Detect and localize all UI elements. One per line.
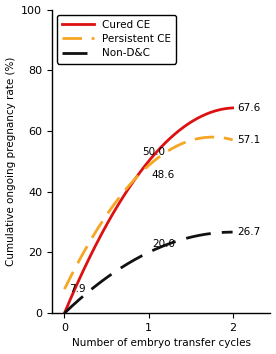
Persistent CE (63, 286, 67, 290)
Text: 57.1: 57.1 (237, 135, 260, 145)
Persistent CE (166, 149, 169, 153)
Non-D&C (231, 230, 234, 234)
Cured CE (215, 108, 219, 113)
Text: 7.9: 7.9 (69, 284, 85, 294)
Non-D&C (63, 310, 67, 315)
Non-D&C (205, 232, 208, 236)
Text: 26.7: 26.7 (237, 227, 260, 237)
Non-D&C (63, 311, 66, 315)
Persistent CE (216, 135, 219, 139)
Line: Cured CE: Cured CE (64, 108, 233, 313)
Legend: Cured CE, Persistent CE, Non-D&C: Cured CE, Persistent CE, Non-D&C (57, 15, 176, 63)
Cured CE (163, 142, 166, 146)
Text: 20.0: 20.0 (152, 239, 175, 250)
Non-D&C (163, 243, 166, 247)
Persistent CE (231, 138, 234, 142)
Cured CE (205, 112, 208, 116)
Line: Non-D&C: Non-D&C (64, 232, 233, 313)
Line: Persistent CE: Persistent CE (64, 137, 233, 289)
Text: 0: 0 (0, 353, 1, 354)
Text: 67.6: 67.6 (237, 103, 260, 113)
Cured CE (166, 139, 169, 143)
Non-D&C (166, 242, 169, 246)
Cured CE (63, 311, 66, 315)
Persistent CE (162, 152, 166, 156)
Text: 48.6: 48.6 (152, 170, 175, 180)
Persistent CE (63, 287, 66, 291)
X-axis label: Number of embryo transfer cycles: Number of embryo transfer cycles (72, 338, 251, 348)
Cured CE (63, 310, 67, 314)
Persistent CE (163, 151, 166, 155)
Y-axis label: Cumulative ongoing pregnancy rate (%): Cumulative ongoing pregnancy rate (%) (6, 57, 15, 266)
Non-D&C (162, 244, 166, 248)
Text: 50.0: 50.0 (142, 147, 165, 157)
Persistent CE (211, 135, 214, 139)
Non-D&C (215, 231, 219, 235)
Cured CE (231, 106, 234, 110)
Cured CE (162, 142, 166, 146)
Persistent CE (205, 135, 208, 139)
